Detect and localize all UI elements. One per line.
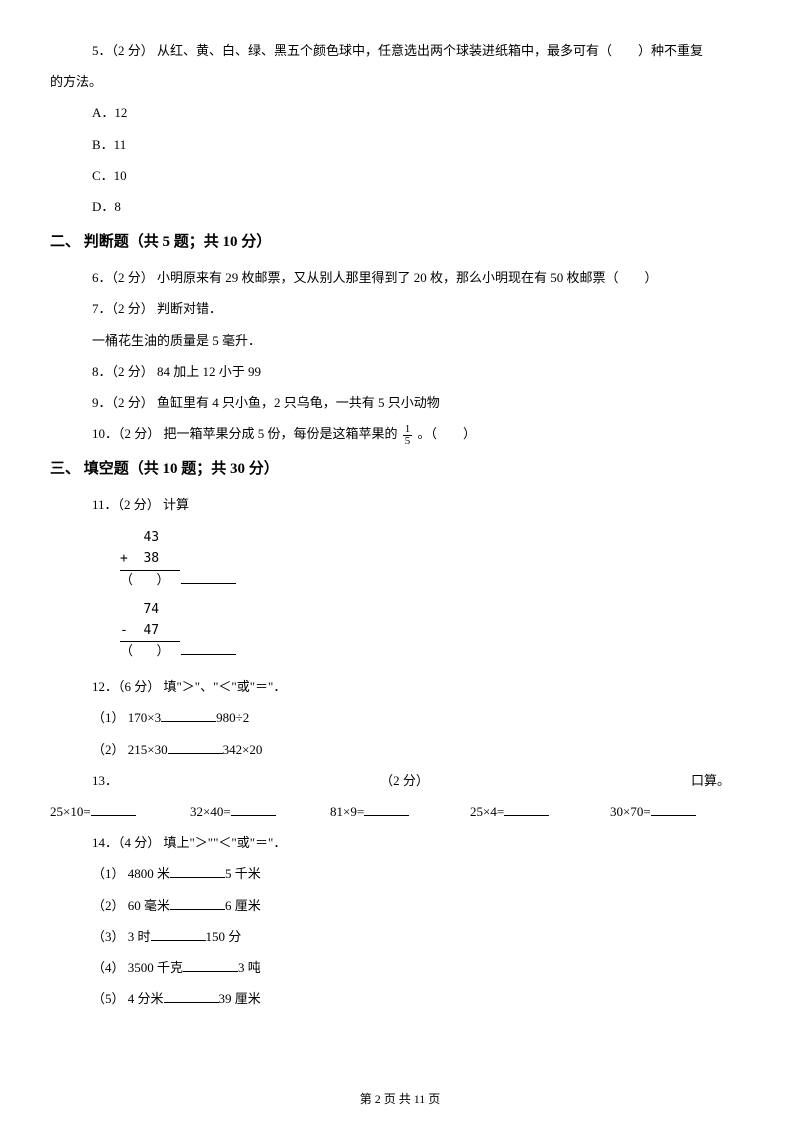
q5-line1: 5．（2 分） 从红、黄、白、绿、黑五个颜色球中，任意选出两个球装进纸箱中，最多… — [50, 35, 750, 66]
section-2-title: 二、 判断题（共 5 题；共 10 分） — [50, 224, 750, 260]
calc1-r2-wrap: + 38 — [120, 549, 750, 571]
calc1-r3-wrap: （ ） — [120, 571, 750, 592]
calc2-r3[interactable]: （ ） — [120, 644, 169, 659]
q13-blank-c[interactable] — [364, 802, 409, 816]
q14-blank-5[interactable] — [164, 989, 219, 1003]
q14-blank-4[interactable] — [183, 958, 238, 972]
q13-blank-e[interactable] — [651, 802, 696, 816]
calc2-r1: 74 — [120, 600, 750, 621]
q14-s2a: （2） 60 毫米 — [92, 898, 170, 913]
q14-s2b: 6 厘米 — [225, 898, 261, 913]
q12-s2b: 342×20 — [223, 742, 263, 757]
q11-title: 11．（2 分） 计算 — [50, 489, 750, 520]
q13-item-e: 30×70= — [610, 796, 750, 827]
page-footer: 第 2 页 共 11 页 — [0, 1085, 800, 1114]
q5-option-c[interactable]: C．10 — [50, 160, 750, 191]
calc2-r2: - 47 — [120, 623, 159, 638]
q5-option-a[interactable]: A．12 — [50, 97, 750, 128]
section-3-title: 三、 填空题（共 10 题；共 30 分） — [50, 451, 750, 487]
q14-s3: （3） 3 时 150 分 — [50, 921, 750, 952]
q13-c-label: 81×9= — [330, 804, 364, 819]
q12-s1a: （1） 170×3 — [92, 710, 161, 725]
q13-a-label: 25×10= — [50, 804, 91, 819]
q11-calc-1: 43 + 38 （ ） — [50, 528, 750, 591]
q9-text: 9．（2 分） 鱼缸里有 4 只小鱼，2 只乌龟，一共有 5 只小动物 — [50, 387, 750, 418]
q14-title: 14．（4 分） 填上"＞""＜"或"＝"． — [50, 827, 750, 858]
q11-calc-2: 74 - 47 （ ） — [50, 600, 750, 663]
q14-blank-2[interactable] — [170, 896, 225, 910]
q14-s1a: （1） 4800 米 — [92, 866, 170, 881]
q7-line1: 7．（2 分） 判断对错． — [50, 293, 750, 324]
calc2-r3-wrap: （ ） — [120, 642, 750, 663]
q10-text: 10．（2 分） 把一箱苹果分成 5 份，每份是这箱苹果的 15 。（ ） — [50, 418, 750, 449]
q14-s5b: 39 厘米 — [219, 991, 261, 1006]
calc2-underline: - 47 — [120, 621, 180, 643]
q10-after: 。（ ） — [414, 426, 476, 441]
q13-item-b: 32×40= — [190, 796, 330, 827]
calc1-r2: + 38 — [120, 551, 159, 566]
q13-d-label: 25×4= — [470, 804, 504, 819]
q13-b-label: 32×40= — [190, 804, 231, 819]
q6-text: 6．（2 分） 小明原来有 29 枚邮票，又从别人那里得到了 20 枚，那么小明… — [50, 262, 750, 293]
q13-item-c: 81×9= — [330, 796, 470, 827]
calc1-blank[interactable] — [181, 583, 236, 584]
q12-sub2: （2） 215×30 342×20 — [50, 734, 750, 765]
q13-line: 13． （2 分） 口算。 — [50, 765, 750, 796]
q13-blank-b[interactable] — [231, 802, 276, 816]
q13-num: 13． — [50, 765, 118, 796]
q14-s3a: （3） 3 时 — [92, 929, 151, 944]
q12-s1b: 980÷2 — [216, 710, 249, 725]
q13-pts: （2 分） — [118, 765, 691, 796]
q13-blank-a[interactable] — [91, 802, 136, 816]
calc2-blank[interactable] — [181, 654, 236, 655]
q14-blank-3[interactable] — [151, 927, 206, 941]
q13-items: 25×10= 32×40= 81×9= 25×4= 30×70= — [50, 796, 750, 827]
q7-line2: 一桶花生油的质量是 5 毫升． — [50, 325, 750, 356]
calc2-r2-wrap: - 47 — [120, 621, 750, 643]
q12-blank-2[interactable] — [168, 740, 223, 754]
q14-s5a: （5） 4 分米 — [92, 991, 164, 1006]
q14-s4a: （4） 3500 千克 — [92, 960, 183, 975]
q5-line2: 的方法。 — [50, 66, 750, 97]
q13-title: 口算。 — [691, 765, 750, 796]
q14-s4b: 3 吨 — [238, 960, 261, 975]
fraction-denominator: 5 — [403, 436, 413, 447]
fraction-icon: 15 — [403, 424, 413, 447]
q5-text-2: 的方法。 — [50, 74, 102, 89]
q14-s4: （4） 3500 千克 3 吨 — [50, 952, 750, 983]
q8-text: 8．（2 分） 84 加上 12 小于 99 — [50, 356, 750, 387]
q13-item-a: 25×10= — [50, 796, 190, 827]
q5-option-b[interactable]: B．11 — [50, 129, 750, 160]
q12-s2a: （2） 215×30 — [92, 742, 168, 757]
q10-before: 10．（2 分） 把一箱苹果分成 5 份，每份是这箱苹果的 — [92, 426, 401, 441]
q14-s1b: 5 千米 — [225, 866, 261, 881]
calc1-r1: 43 — [120, 528, 750, 549]
calc1-underline: + 38 — [120, 549, 180, 571]
q13-blank-d[interactable] — [504, 802, 549, 816]
q14-s1: （1） 4800 米 5 千米 — [50, 858, 750, 889]
calc1-r3[interactable]: （ ） — [120, 573, 169, 588]
q13-e-label: 30×70= — [610, 804, 651, 819]
q13-item-d: 25×4= — [470, 796, 610, 827]
q12-blank-1[interactable] — [161, 708, 216, 722]
q14-s2: （2） 60 毫米 6 厘米 — [50, 890, 750, 921]
q14-s5: （5） 4 分米 39 厘米 — [50, 983, 750, 1014]
q12-sub1: （1） 170×3 980÷2 — [50, 702, 750, 733]
q14-s3b: 150 分 — [206, 929, 242, 944]
q14-blank-1[interactable] — [170, 864, 225, 878]
q5-option-d[interactable]: D．8 — [50, 191, 750, 222]
fraction-numerator: 1 — [403, 424, 413, 436]
q12-title: 12．（6 分） 填"＞"、"＜"或"＝"． — [50, 671, 750, 702]
q5-text-1: 5．（2 分） 从红、黄、白、绿、黑五个颜色球中，任意选出两个球装进纸箱中，最多… — [92, 43, 703, 58]
